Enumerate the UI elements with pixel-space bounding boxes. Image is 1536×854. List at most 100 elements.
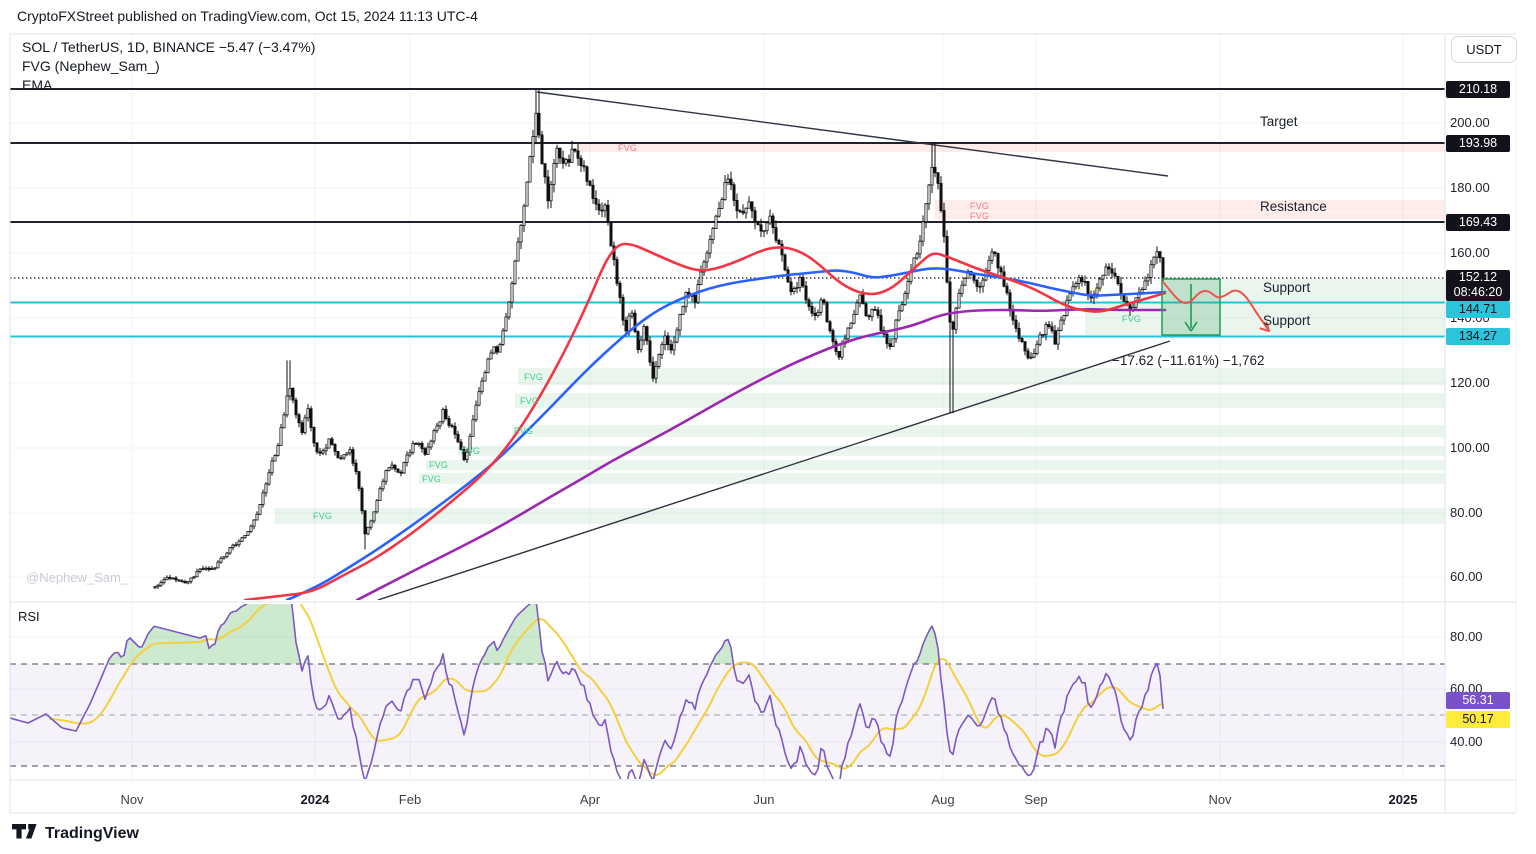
candle	[1074, 283, 1078, 288]
candle	[684, 291, 688, 308]
candle	[441, 408, 445, 423]
candle	[1023, 341, 1027, 352]
candle	[933, 166, 937, 174]
fvg-zone	[1162, 279, 1445, 302]
trendline[interactable]	[377, 340, 1171, 600]
indicator-fvg-label[interactable]: FVG (Nephew_Sam_)	[22, 58, 160, 74]
candle	[525, 181, 529, 207]
candle	[405, 454, 409, 463]
candle	[174, 577, 178, 581]
candle	[318, 451, 322, 454]
candle	[552, 162, 556, 185]
candle	[915, 253, 919, 259]
candle	[450, 424, 454, 427]
candle	[198, 568, 202, 572]
candle	[486, 358, 490, 374]
candle	[285, 395, 289, 416]
gridlines	[10, 34, 1445, 779]
candle	[870, 309, 874, 318]
candle	[264, 483, 268, 494]
candle	[735, 199, 739, 212]
candle	[303, 417, 307, 433]
candle	[354, 462, 358, 472]
candle	[618, 282, 622, 298]
candle	[444, 408, 448, 419]
candle	[864, 303, 868, 317]
candle	[774, 227, 778, 241]
candle	[171, 577, 175, 580]
currency-toggle-button[interactable]: USDT	[1451, 36, 1517, 63]
candle	[795, 287, 799, 289]
fvg-zone	[426, 460, 1445, 470]
candle	[555, 147, 559, 164]
candle	[975, 279, 979, 287]
candle	[300, 422, 304, 433]
candle	[432, 430, 436, 442]
price-tick-label: 200.00	[1450, 115, 1490, 130]
candle	[528, 156, 532, 183]
candle	[1014, 319, 1018, 329]
candle	[639, 339, 643, 350]
candle	[1158, 251, 1162, 259]
candle	[903, 292, 907, 306]
candle	[837, 351, 841, 358]
candle	[981, 279, 985, 287]
projected-path-arrow[interactable]	[1162, 281, 1270, 332]
ema-fast-line[interactable]	[243, 242, 1167, 600]
candle	[306, 408, 310, 419]
candle	[357, 471, 361, 489]
candle	[885, 333, 889, 345]
candle	[900, 304, 904, 312]
candle	[1011, 309, 1015, 321]
ema-slow-line[interactable]	[355, 307, 1167, 600]
candle	[1155, 251, 1159, 258]
candle	[540, 134, 544, 165]
candle	[621, 297, 625, 321]
candle	[222, 556, 226, 559]
candle	[351, 449, 355, 464]
time-tick-label: Apr	[579, 792, 601, 807]
price-badge-193.98: 193.98	[1446, 134, 1510, 152]
candle	[714, 215, 718, 229]
candle	[348, 449, 352, 454]
candle	[720, 199, 724, 209]
candle	[1035, 343, 1039, 354]
candle	[1152, 256, 1156, 266]
candle	[768, 215, 772, 224]
candle	[630, 312, 634, 317]
rsi-ma-line[interactable]	[48, 593, 1164, 776]
candle	[492, 346, 496, 354]
candle	[633, 312, 637, 333]
candle	[195, 571, 199, 578]
candle	[1008, 292, 1012, 311]
trendline[interactable]	[536, 91, 1169, 177]
candle	[936, 172, 940, 184]
candle	[270, 460, 274, 474]
rsi-pane-label[interactable]: RSI	[18, 609, 40, 624]
candle	[1113, 272, 1117, 277]
candle	[963, 277, 967, 286]
candle	[603, 204, 607, 212]
candle	[324, 447, 328, 452]
rsi-line[interactable]	[10, 588, 1164, 789]
rsi-pane[interactable]	[10, 588, 1445, 789]
main-pane[interactable]	[10, 88, 1445, 600]
candle	[393, 464, 397, 470]
candle	[186, 580, 190, 584]
candle	[162, 579, 166, 583]
candle	[789, 281, 793, 293]
tradingview-logo[interactable]: TradingView	[12, 824, 139, 844]
candle	[1077, 277, 1081, 284]
candle	[783, 254, 787, 271]
indicator-ema-label[interactable]: EMA	[22, 77, 53, 93]
candle	[858, 294, 862, 304]
candle	[678, 314, 682, 331]
candle	[429, 440, 433, 448]
candle	[855, 302, 859, 315]
symbol-title[interactable]: SOL / TetherUS, 1D, BINANCE −5.47 (−3.47…	[22, 39, 316, 55]
candle	[573, 148, 577, 152]
candle	[213, 567, 217, 570]
candle	[192, 576, 196, 579]
price-tick-label: 120.00	[1450, 375, 1490, 390]
